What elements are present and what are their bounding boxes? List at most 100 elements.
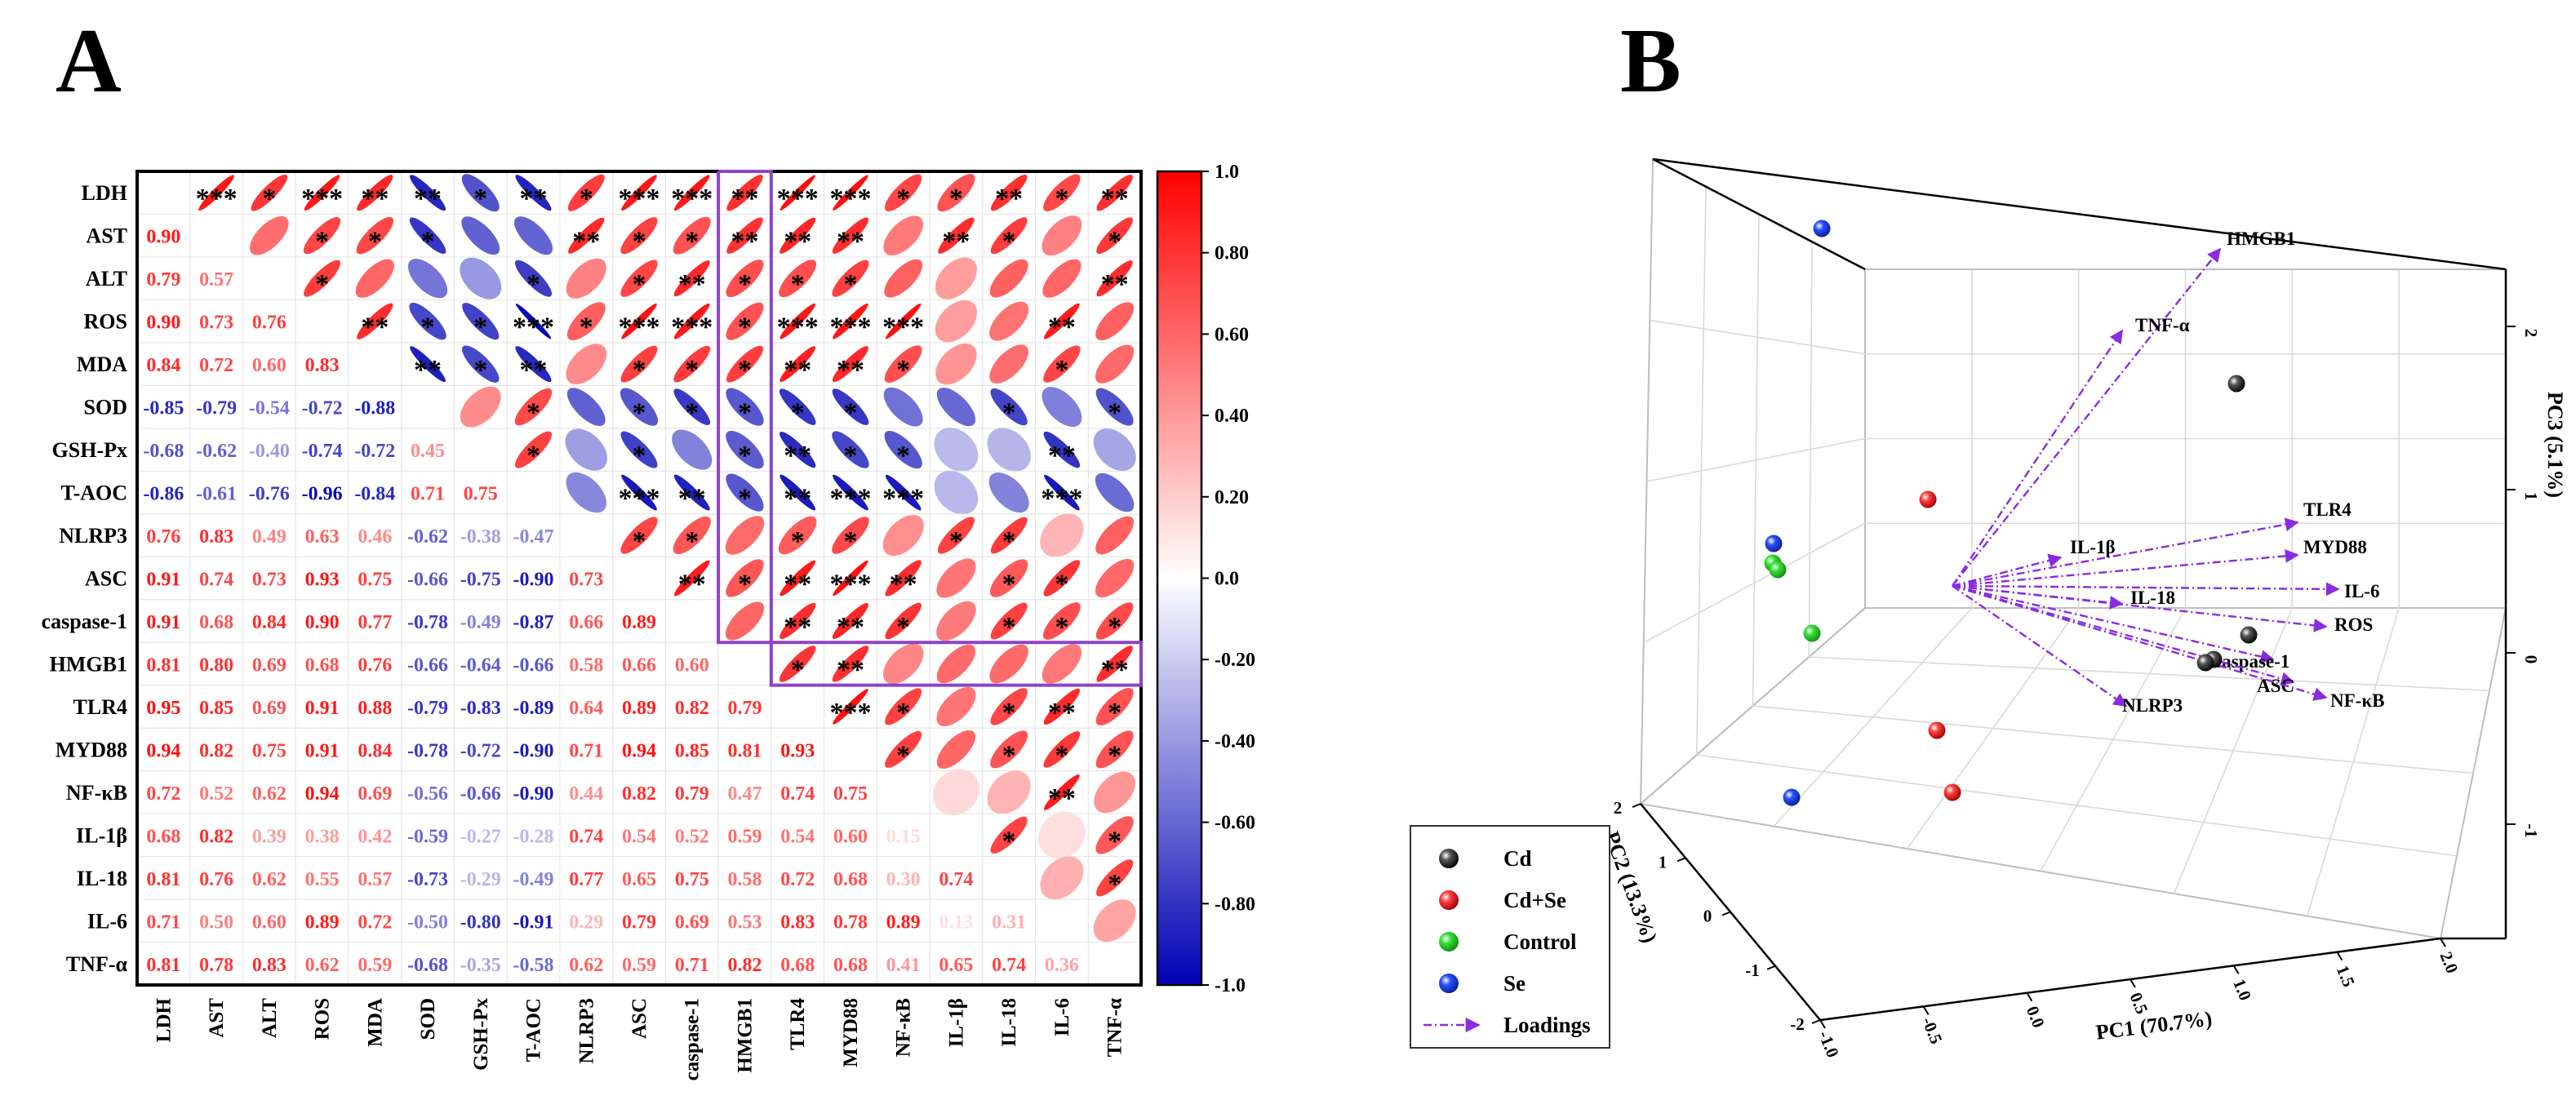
corr-value-tnf-a-il-18: 0.74 xyxy=(992,955,1026,976)
pca-axis-ticks: -1.0 -0.5 0.0 0.5 1.0 1.5 2.0 PC1 (70.7%) 2 1 0 -1 -… xyxy=(1600,326,2567,1060)
corr-ellipse-asc-il-6 xyxy=(1043,560,1081,597)
loading-arrow-asc xyxy=(1952,584,2295,685)
pc2-tick-mark xyxy=(1721,911,1731,916)
corr-ellipse-alt-t-aoc xyxy=(515,260,552,297)
legend-marker-se xyxy=(1439,974,1459,993)
corr-ellipse-il-18-il-6 xyxy=(1040,856,1084,900)
significance-stars: * xyxy=(315,269,329,299)
column-label-il-6: IL-6 xyxy=(1051,998,1073,1036)
significance-stars: *** xyxy=(829,570,871,600)
corr-ellipse-caspase-1-il-6 xyxy=(1042,602,1081,640)
loading-arrow-il-6 xyxy=(1952,582,2340,597)
heatmap-cell xyxy=(453,428,508,472)
significance-stars: * xyxy=(843,269,857,299)
corr-value-t-aoc-ast: -0.61 xyxy=(196,484,237,505)
corr-ellipse-caspase-1-hmgb1 xyxy=(725,601,765,641)
corr-value-caspase-1-gsh-px: -0.49 xyxy=(460,612,501,633)
corr-value-t-aoc-ldh: -0.86 xyxy=(143,484,184,505)
corr-value-myd88-nlrp3: 0.71 xyxy=(569,740,603,761)
corr-value-tnf-a-myd88: 0.68 xyxy=(833,955,868,976)
corr-value-tlr4-hmgb1: 0.79 xyxy=(727,698,762,719)
corr-value-hmgb1-gsh-px: -0.64 xyxy=(460,654,501,676)
corr-value-il-18-tlr4: 0.72 xyxy=(780,869,815,890)
pc3-tick-label: 0 xyxy=(2521,655,2541,664)
corr-ellipse-sod-tlr4 xyxy=(779,388,816,425)
significance-stars: ** xyxy=(731,227,758,257)
corr-value-mda-alt: 0.60 xyxy=(252,355,286,376)
pc1-tick-label: -0.5 xyxy=(1918,1014,1947,1047)
corr-ellipse-ast-alt xyxy=(250,215,289,255)
corr-ellipse-tlr4-il-1b xyxy=(936,686,976,727)
corr-ellipse-asc-myd88 xyxy=(833,560,868,597)
significance-stars: * xyxy=(1055,355,1068,385)
corr-value-t-aoc-gsh-px: 0.75 xyxy=(464,484,498,505)
corr-value-nf-kb-tlr4: 0.74 xyxy=(780,783,815,805)
significance-stars: *** xyxy=(671,184,713,214)
corr-value-il-6-ldh: 0.71 xyxy=(146,912,180,933)
hmgb1-outline-path xyxy=(717,170,1143,687)
pca-sample-points xyxy=(1764,220,2258,806)
corr-ellipse-ast-il-1b xyxy=(938,217,975,254)
significance-stars: ** xyxy=(784,227,811,257)
corr-value-tnf-a-il-6: 0.36 xyxy=(1045,955,1079,976)
corr-ellipse-t-aoc-tnf-a xyxy=(1095,472,1135,512)
corr-ellipse-ast-caspase-1 xyxy=(673,216,711,255)
column-label-caspase-1: caspase-1 xyxy=(682,998,704,1080)
significance-stars: * xyxy=(738,398,752,428)
corr-value-mda-ldh: 0.84 xyxy=(146,355,180,376)
sample-point-control xyxy=(1769,561,1787,579)
corr-ellipse-myd88-il-18 xyxy=(990,730,1028,769)
corr-value-asc-nlrp3: 0.73 xyxy=(569,570,603,591)
row-label-il-18: IL-18 xyxy=(77,867,127,890)
corr-ellipse-mda-il-18 xyxy=(989,344,1028,384)
loading-label-hmgb1: HMGB1 xyxy=(2227,228,2295,249)
significance-stars: * xyxy=(738,484,752,514)
corr-value-sod-ldh: -0.85 xyxy=(143,398,184,419)
pc1-tick-label: 0.0 xyxy=(2023,1003,2049,1030)
significance-stars: * xyxy=(526,441,540,471)
column-label-gsh-px: GSH-Px xyxy=(470,998,492,1071)
corr-ellipse-ast-myd88 xyxy=(832,217,869,254)
corr-value-il-6-mda: 0.72 xyxy=(358,912,392,933)
column-label-t-aoc: T-AOC xyxy=(523,998,545,1062)
significance-stars: ** xyxy=(784,570,811,600)
pc1-tick-mark xyxy=(2026,992,2033,1002)
corr-value-tnf-a-sod: -0.68 xyxy=(407,955,448,976)
corr-value-sod-alt: -0.54 xyxy=(249,398,290,419)
corr-value-il-6-il-1b: 0.13 xyxy=(939,912,973,933)
colorbar: 1.0 0.80 0.60 0.40 0.20 0.0 -0.20 -0.40 -0.60 -0.… xyxy=(1156,162,1255,996)
corr-value-tnf-a-ast: 0.78 xyxy=(199,955,233,976)
corr-value-nlrp3-sod: -0.62 xyxy=(407,526,448,548)
corr-ellipse-asc-tlr4 xyxy=(779,560,816,597)
heatmap-cell xyxy=(982,856,1037,900)
corr-value-mda-ast: 0.72 xyxy=(199,355,233,376)
hmgb1-highlight-outline xyxy=(717,170,1143,687)
corr-value-il-1b-asc: 0.54 xyxy=(622,826,656,847)
corr-value-nf-kb-ros: 0.94 xyxy=(305,783,340,805)
corr-ellipse-alt-sod xyxy=(407,259,448,299)
corr-value-il-1b-ldh: 0.68 xyxy=(146,826,180,847)
significance-stars: * xyxy=(368,227,382,257)
colorbar-tick-label: -1.0 xyxy=(1215,975,1246,996)
panel-letter-b: B xyxy=(1620,11,1681,112)
corr-ellipse-alt-ros xyxy=(304,260,341,297)
significance-stars: ** xyxy=(890,570,917,600)
corr-ellipse-myd88-nf-kb xyxy=(885,730,922,768)
significance-stars: * xyxy=(843,398,857,428)
corr-value-hmgb1-ast: 0.80 xyxy=(199,654,233,676)
corr-value-il-18-alt: 0.62 xyxy=(252,869,286,890)
pc1-tick-mark xyxy=(1922,1005,1930,1015)
corr-ellipse-gsh-px-nf-kb xyxy=(884,430,922,469)
significance-stars: * xyxy=(738,269,752,299)
corr-value-gsh-px-sod: 0.45 xyxy=(411,441,445,462)
loading-arrow-nlrp3 xyxy=(1952,585,2128,707)
corr-ellipse-ast-nf-kb xyxy=(883,215,923,255)
significance-stars: * xyxy=(1002,398,1016,428)
significance-stars: * xyxy=(896,441,910,471)
significance-stars: ** xyxy=(1101,269,1129,299)
pc1-tick-mark xyxy=(2440,938,2446,947)
corr-ellipse-ros-il-18 xyxy=(989,301,1029,341)
corr-value-il-18-asc: 0.65 xyxy=(622,869,656,890)
corr-ellipse-il-1b-tnf-a xyxy=(1095,816,1134,854)
pc1-tick-label: -1.0 xyxy=(1814,1027,1843,1060)
